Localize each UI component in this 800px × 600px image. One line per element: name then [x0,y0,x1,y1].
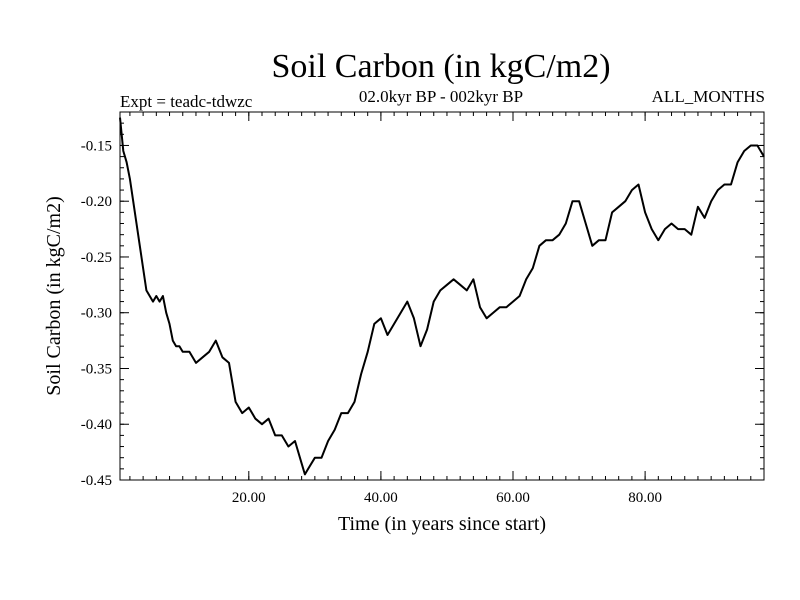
x-tick-label: 60.00 [496,490,530,506]
x-tick-label: 80.00 [628,490,662,506]
plot-frame [119,111,765,481]
series-layer [119,117,765,476]
chart-subtitle: 02.0kyr BP - 002kyr BP [359,87,523,106]
y-tick-label: -0.40 [81,417,112,433]
y-tick-label: -0.30 [81,306,112,322]
series-line [119,117,765,476]
experiment-label: Expt = teadc-tdwzc [120,92,253,111]
y-tick-label: -0.45 [81,473,112,489]
y-axis: -0.45 -0.40 -0.35 -0.30 -0.25 -0.20 -0.15 [81,138,764,489]
minor-ticks [120,111,765,481]
months-label: ALL_MONTHS [652,87,765,106]
y-tick-label: -0.15 [81,138,112,154]
y-axis-label: Soil Carbon (in kgC/m2) [43,196,65,395]
chart-title: Soil Carbon (in kgC/m2) [271,48,610,85]
x-tick-label: 40.00 [364,490,398,506]
y-tick-label: -0.25 [81,250,112,266]
y-tick-label: -0.35 [81,361,112,377]
y-tick-label: -0.20 [81,194,112,210]
x-tick-label: 20.00 [232,490,266,506]
x-axis-label: Time (in years since start) [338,513,546,535]
x-axis: 20.00 40.00 60.00 80.00 [232,112,662,506]
